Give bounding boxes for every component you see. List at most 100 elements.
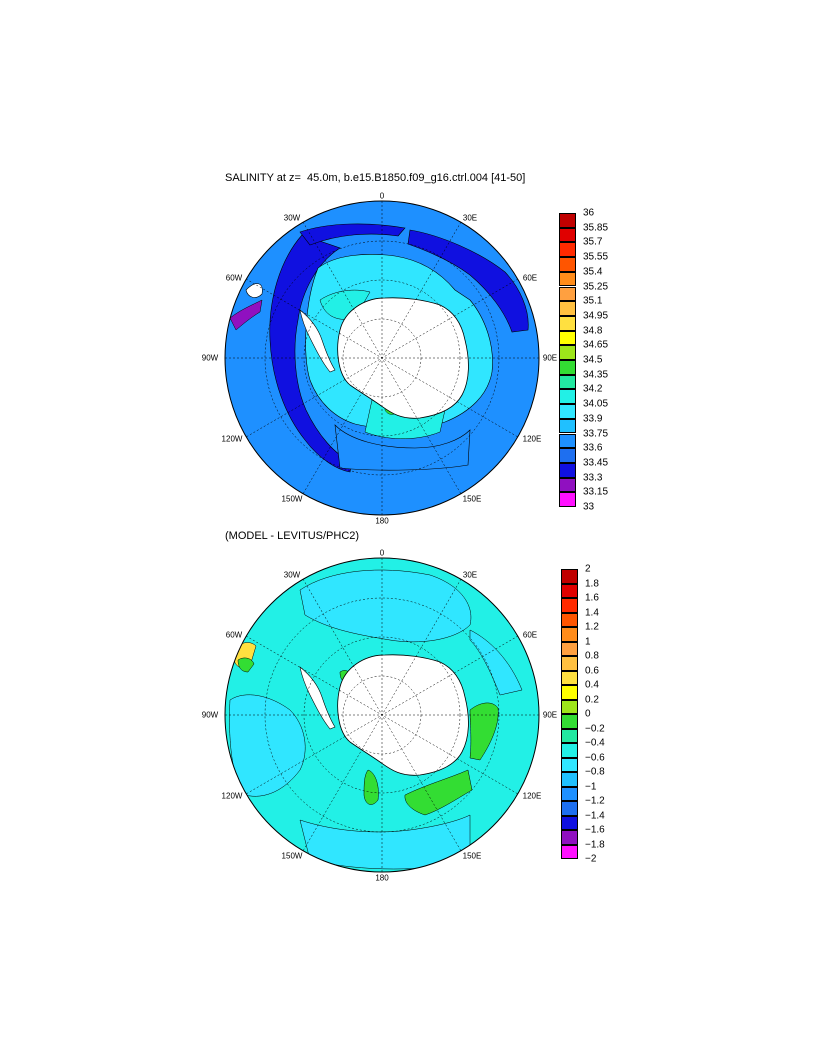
bottom-lon-0: 0 xyxy=(379,548,385,558)
top-colorbar-label: 33.6 xyxy=(583,442,603,454)
top-colorbar-segment xyxy=(559,330,576,346)
bottom-lon-150w: 150W xyxy=(281,851,303,861)
top-colorbar-segment xyxy=(559,462,576,478)
top-colorbar-segment xyxy=(559,418,576,434)
top-colorbar-segment xyxy=(559,433,576,449)
bottom-green-spot xyxy=(363,769,379,805)
top-colorbar-segment xyxy=(559,360,576,375)
bottom-colorbar-segment xyxy=(561,844,578,859)
bottom-lon-60w: 60W xyxy=(225,630,243,640)
bottom-panel-title: (MODEL - LEVITUS/PHC2) xyxy=(225,530,360,542)
top-lon-120e: 120E xyxy=(522,434,542,444)
top-colorbar-label: 33.3 xyxy=(583,472,603,484)
bottom-colorbar-label: 1 xyxy=(585,636,591,647)
bottom-light-south xyxy=(299,814,471,870)
top-lon-30e: 30E xyxy=(462,213,478,223)
bottom-colorbar-label: 1.2 xyxy=(585,621,599,633)
top-colorbar-segment xyxy=(559,286,576,302)
top-colorbar-segment xyxy=(559,374,576,390)
bottom-colorbar-segment xyxy=(561,728,578,743)
bottom-colorbar-segment xyxy=(561,670,578,685)
bottom-colorbar-label: 2 xyxy=(585,563,591,575)
bottom-colorbar-label: −0.2 xyxy=(585,723,605,734)
bottom-colorbar-segment xyxy=(561,830,578,845)
bottom-colorbar-label: −0.8 xyxy=(585,766,605,778)
top-lon-180: 180 xyxy=(375,516,389,526)
bottom-graticule xyxy=(225,558,539,872)
top-colorbar-segment xyxy=(559,301,576,316)
top-colorbar-segment xyxy=(559,389,576,405)
bottom-colorbar-segment xyxy=(561,801,578,816)
top-colorbar-label: 36 xyxy=(583,207,595,219)
bottom-colorbar-label: 0.2 xyxy=(585,694,599,705)
top-colorbar-segment xyxy=(559,448,576,463)
bottom-colorbar-segment xyxy=(561,786,578,801)
top-lon-90w: 90W xyxy=(201,353,219,363)
bottom-colorbar-segment xyxy=(561,612,578,627)
bottom-colorbar-segment xyxy=(561,641,578,656)
top-colorbar-segment xyxy=(559,213,576,228)
bottom-colorbar-segment xyxy=(561,714,578,729)
bottom-lon-180: 180 xyxy=(375,873,389,883)
top-colorbar-label: 34.2 xyxy=(583,383,603,395)
bottom-antarctica xyxy=(337,654,469,776)
top-panel-title: SALINITY at z= 45.0m, b.e15.B1850.f09_g1… xyxy=(225,172,526,184)
bottom-light-north xyxy=(299,569,472,643)
top-lon-150w: 150W xyxy=(281,494,303,504)
bottom-colorbar-label: 0.8 xyxy=(585,650,599,662)
top-ross-outer xyxy=(334,424,471,471)
bottom-colorbar-label: 1.4 xyxy=(585,607,599,618)
top-antarctica xyxy=(337,297,469,419)
top-lon-150e: 150E xyxy=(462,494,482,504)
bottom-colorbar-label: −2 xyxy=(585,853,597,865)
top-colorbar-label: 33 xyxy=(583,501,595,513)
top-colorbar-label: 33.9 xyxy=(583,413,603,425)
bottom-lon-150e: 150E xyxy=(462,851,482,861)
top-colorbar-segment xyxy=(559,271,576,287)
bottom-lon-120e: 120E xyxy=(522,791,542,801)
bottom-colorbar-label: −1.4 xyxy=(585,810,605,821)
top-antarctic-peninsula xyxy=(299,309,336,373)
top-colorbar-label: 35.85 xyxy=(583,222,609,234)
top-colorbar-label: 34.35 xyxy=(583,369,609,381)
top-colorbar-segment xyxy=(559,315,576,331)
top-colorbar-segment xyxy=(559,477,576,493)
top-colorbar-label: 34.8 xyxy=(583,325,603,337)
top-map-border xyxy=(224,200,540,516)
bottom-antarctic-peninsula xyxy=(299,666,336,730)
bottom-map-field xyxy=(225,558,539,872)
top-colorbar-segment xyxy=(559,257,576,272)
bottom-lon-30e: 30E xyxy=(462,570,478,580)
top-colorbar-label: 33.75 xyxy=(583,428,609,439)
top-lon-60e: 60E xyxy=(522,273,538,283)
bottom-colorbar-label: 0 xyxy=(585,708,591,720)
bottom-colorbar-label: −0.6 xyxy=(585,752,605,763)
top-colorbar-label: 34.95 xyxy=(583,310,609,322)
bottom-colorbar-segment xyxy=(561,685,578,700)
top-colorbar-segment xyxy=(559,242,576,258)
top-colorbar-label: 34.05 xyxy=(583,398,609,410)
top-lon-30w: 30W xyxy=(283,213,301,223)
top-lon-120w: 120W xyxy=(221,434,243,444)
top-lon-60w: 60W xyxy=(225,273,243,283)
top-colorbar-segment xyxy=(559,404,576,419)
top-colorbar-segment xyxy=(559,492,576,507)
bottom-south-america-green xyxy=(237,657,255,673)
bottom-light-east xyxy=(469,629,523,696)
top-colorbar-label: 34.5 xyxy=(583,354,603,366)
top-colorbar-label: 35.55 xyxy=(583,251,609,263)
bottom-lon-90e: 90E xyxy=(542,710,558,720)
top-colorbar-label: 35.4 xyxy=(583,266,603,278)
bottom-green-ross xyxy=(404,769,473,816)
bottom-colorbar-segment xyxy=(561,627,578,642)
bottom-colorbar-segment xyxy=(561,757,578,772)
top-map-field xyxy=(225,201,539,515)
top-colorbar-label: 35.25 xyxy=(583,281,609,292)
bottom-colorbar-segment xyxy=(561,656,578,671)
top-lon-90e: 90E xyxy=(542,353,558,363)
top-colorbar-label: 34.65 xyxy=(583,339,609,351)
bottom-colorbar-label: −1.2 xyxy=(585,795,605,807)
bottom-colorbar-segment xyxy=(561,743,578,758)
top-south-america-land xyxy=(245,283,263,298)
